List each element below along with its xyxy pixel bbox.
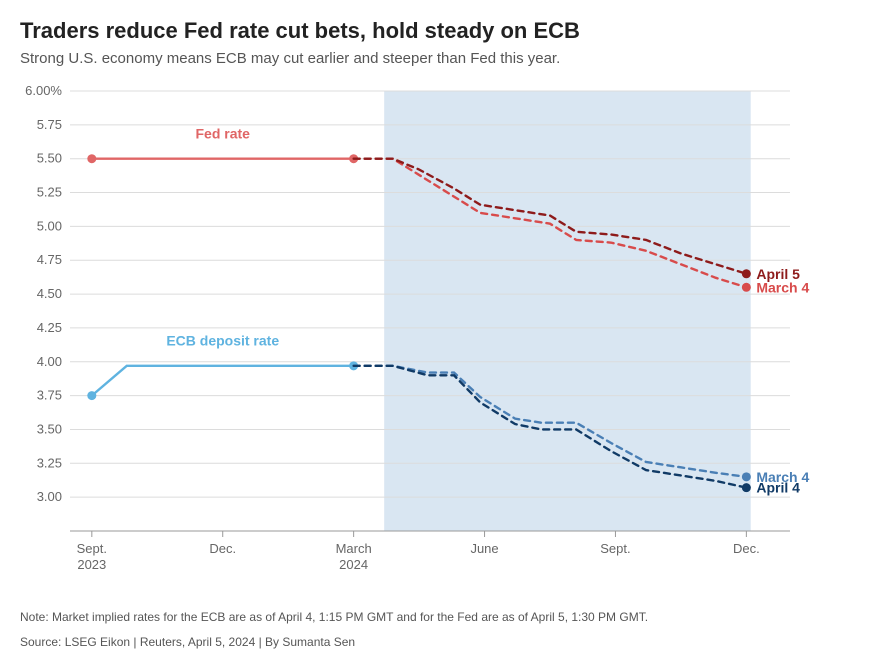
x-tick-label-year: 2024 bbox=[339, 557, 368, 572]
x-tick-label: Dec. bbox=[733, 541, 760, 556]
series-ecb_april4-end-dot bbox=[742, 483, 751, 492]
y-tick-label: 4.50 bbox=[37, 286, 62, 301]
y-tick-label: 5.25 bbox=[37, 185, 62, 200]
y-tick-label: 4.00 bbox=[37, 354, 62, 369]
x-tick-label-year: 2023 bbox=[77, 557, 106, 572]
series-fed_april5-end-label: April 5 bbox=[756, 266, 800, 282]
y-tick-label: 6.00% bbox=[25, 83, 62, 98]
series-fed_march4-end-dot bbox=[742, 283, 751, 292]
y-tick-label: 3.00 bbox=[37, 489, 62, 504]
series-ecb_march4-solid bbox=[92, 366, 354, 396]
line-chart: 6.00% 5.75 5.50 5.25 5.00 4.75 4.50 4.25 4.00 3.7… bbox=[20, 81, 860, 601]
series-ecb_april4-end-label: April 4 bbox=[756, 480, 800, 496]
y-tick-label: 3.50 bbox=[37, 421, 62, 436]
x-tick-label: Sept. bbox=[600, 541, 630, 556]
series-label: ECB deposit rate bbox=[166, 333, 279, 349]
series-fed_march4-start-dot bbox=[87, 154, 96, 163]
y-tick-label: 5.00 bbox=[37, 218, 62, 233]
x-tick-label: June bbox=[470, 541, 498, 556]
x-tick-label: March bbox=[336, 541, 372, 556]
y-tick-label: 4.25 bbox=[37, 320, 62, 335]
y-tick-label: 3.25 bbox=[37, 455, 62, 470]
y-tick-label: 5.75 bbox=[37, 117, 62, 132]
y-tick-label: 5.50 bbox=[37, 151, 62, 166]
y-tick-label: 4.75 bbox=[37, 252, 62, 267]
series-ecb_march4-end-dot bbox=[742, 472, 751, 481]
x-tick-label: Sept. bbox=[77, 541, 107, 556]
series-label: Fed rate bbox=[195, 125, 250, 141]
series-ecb_march4-start-dot bbox=[87, 391, 96, 400]
series-fed_april5-end-dot bbox=[742, 269, 751, 278]
x-tick-label: Dec. bbox=[209, 541, 236, 556]
y-tick-label: 3.75 bbox=[37, 388, 62, 403]
footnote-source: Source: LSEG Eikon | Reuters, April 5, 2… bbox=[20, 634, 860, 651]
footnote-note: Note: Market implied rates for the ECB a… bbox=[20, 609, 860, 626]
chart-title: Traders reduce Fed rate cut bets, hold s… bbox=[20, 18, 860, 44]
chart-subtitle: Strong U.S. economy means ECB may cut ea… bbox=[20, 50, 860, 67]
